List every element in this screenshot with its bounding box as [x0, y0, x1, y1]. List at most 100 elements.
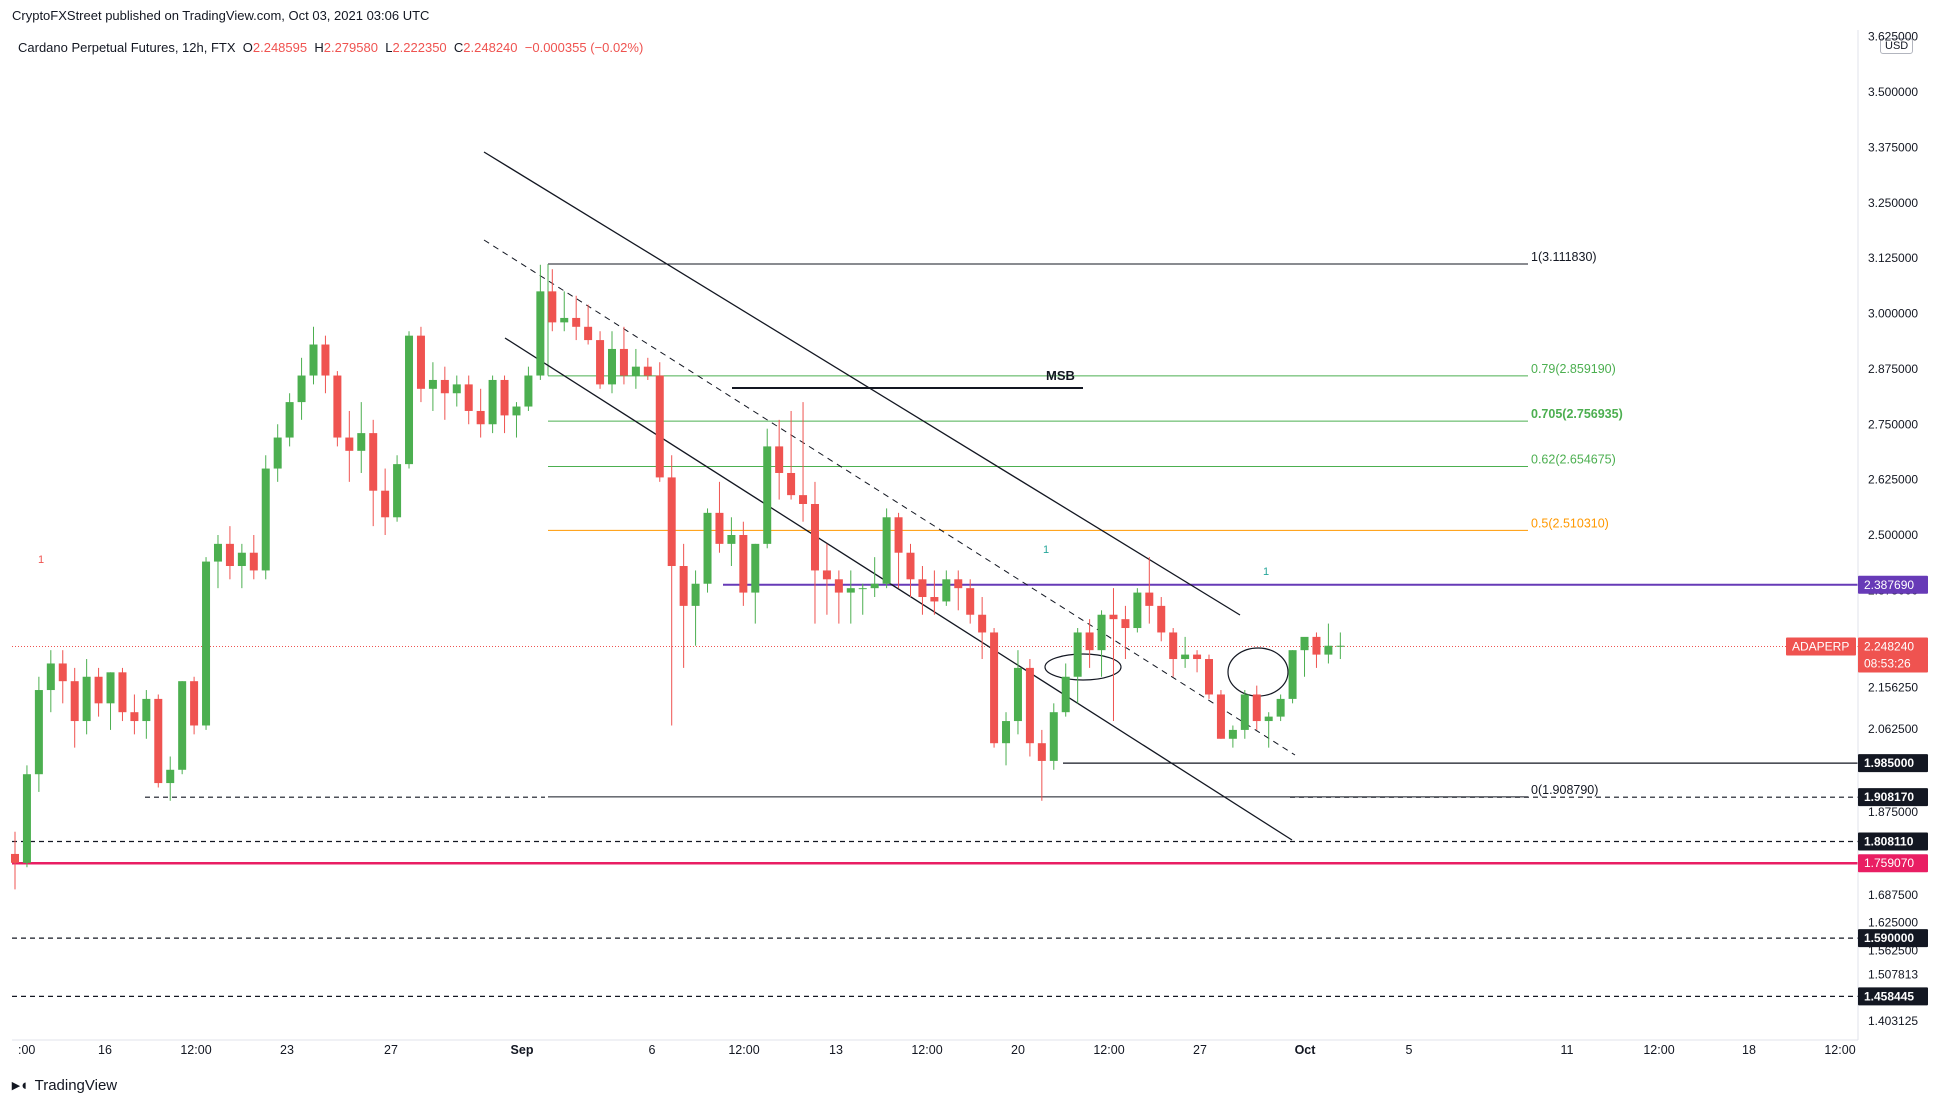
candle-body	[1061, 676, 1070, 713]
price-tag: 1.985000	[1864, 756, 1914, 770]
candle-body	[46, 663, 55, 691]
candle-body	[1109, 614, 1118, 620]
candle	[333, 371, 342, 447]
candle-body	[142, 698, 151, 722]
x-tick-label: 6	[649, 1043, 656, 1057]
candle-body	[1049, 712, 1058, 761]
candle	[858, 583, 867, 615]
candle-body	[619, 348, 628, 376]
symbol-name[interactable]: Cardano Perpetual Futures, 12h, FTX	[18, 40, 236, 55]
x-tick-label: 12:00	[1643, 1043, 1674, 1057]
price-tag-bg	[1858, 575, 1928, 594]
price-tag-bg	[1858, 654, 1928, 673]
candle	[1073, 628, 1082, 704]
candle	[1336, 632, 1345, 660]
x-tick-label: 27	[1193, 1043, 1207, 1057]
candle-body	[560, 317, 569, 323]
candle-body	[918, 579, 927, 598]
candle	[691, 570, 700, 646]
fib-label: 0.5(2.510310)	[1531, 516, 1609, 530]
candle-body	[405, 335, 414, 465]
candle	[810, 481, 819, 624]
channel-upper-line	[483, 151, 1241, 616]
candle	[166, 756, 175, 801]
y-tick-label: 3.125000	[1868, 251, 1918, 265]
y-tick-label: 1.687500	[1868, 888, 1918, 902]
candle	[930, 570, 939, 615]
low-circle-2	[1227, 647, 1289, 697]
candle	[1133, 588, 1142, 633]
candle	[309, 326, 318, 385]
candle-body	[440, 379, 449, 394]
candle-body	[261, 468, 270, 571]
candle	[1193, 650, 1202, 673]
candle-body	[1193, 654, 1202, 660]
price-tag-bg	[1858, 754, 1928, 773]
candle-body	[834, 579, 843, 593]
candle	[500, 375, 509, 434]
candle-body	[488, 379, 497, 425]
x-tick-label: Sep	[511, 1043, 534, 1057]
candle	[906, 543, 915, 598]
candle	[106, 672, 115, 730]
x-tick-label: 11	[1561, 1043, 1574, 1057]
candle-body	[775, 446, 784, 473]
candle-body	[237, 552, 246, 567]
candle-body	[1288, 650, 1297, 699]
y-tick-label: 3.000000	[1868, 307, 1918, 321]
x-tick-label: 12:00	[180, 1043, 211, 1057]
candle-body	[655, 375, 664, 478]
candle-body	[357, 433, 366, 451]
candle-body	[596, 340, 605, 385]
candle-body	[202, 561, 211, 726]
candle	[1049, 703, 1058, 770]
high-value: 2.279580	[323, 40, 378, 55]
candle-body	[667, 477, 676, 567]
candle-body	[1312, 636, 1321, 655]
x-tick-label: 12:00	[911, 1043, 942, 1057]
candle-body	[679, 566, 688, 606]
candle-body	[536, 291, 545, 376]
candle	[1097, 610, 1106, 677]
candle-body	[572, 317, 581, 327]
candle	[834, 570, 843, 624]
candle-body	[249, 552, 258, 571]
candle-body	[1228, 729, 1237, 739]
candle-body	[321, 344, 330, 376]
candle	[703, 508, 712, 593]
candle-body	[1037, 743, 1046, 761]
candle-body	[810, 503, 819, 571]
candle	[476, 388, 485, 438]
tradingview-logo[interactable]: ▸◖ TradingView	[12, 1076, 117, 1095]
candle	[357, 402, 366, 473]
candle-body	[1216, 694, 1225, 739]
candle-body	[799, 495, 808, 504]
candle	[918, 566, 927, 615]
candle	[667, 455, 676, 726]
price-tag: 2.248240	[1864, 640, 1914, 654]
y-tick-label: 2.875000	[1868, 362, 1918, 376]
candle-body	[1121, 619, 1130, 629]
candle-body	[1002, 721, 1011, 744]
low-circle-1	[1044, 653, 1122, 681]
candle	[416, 326, 425, 403]
y-tick-label: 2.500000	[1868, 528, 1918, 542]
candle	[440, 366, 449, 420]
candle-body	[1252, 694, 1261, 722]
signal-markers: 1 1 1	[38, 544, 1269, 578]
candle-body	[130, 712, 139, 722]
price-tag: 1.908170	[1864, 790, 1914, 804]
candle	[739, 521, 748, 606]
candle-body	[691, 583, 700, 606]
candle	[1109, 588, 1118, 722]
price-tag: 2.387690	[1864, 578, 1914, 592]
x-tick-label: 20	[1011, 1043, 1025, 1057]
candle-body	[1169, 632, 1178, 660]
candle	[142, 690, 151, 739]
candle	[488, 375, 497, 434]
candle-body	[978, 614, 987, 633]
fib-label: 0.79(2.859190)	[1531, 362, 1616, 376]
currency-button[interactable]: USD	[1880, 38, 1914, 54]
open-value: 2.248595	[252, 40, 308, 55]
